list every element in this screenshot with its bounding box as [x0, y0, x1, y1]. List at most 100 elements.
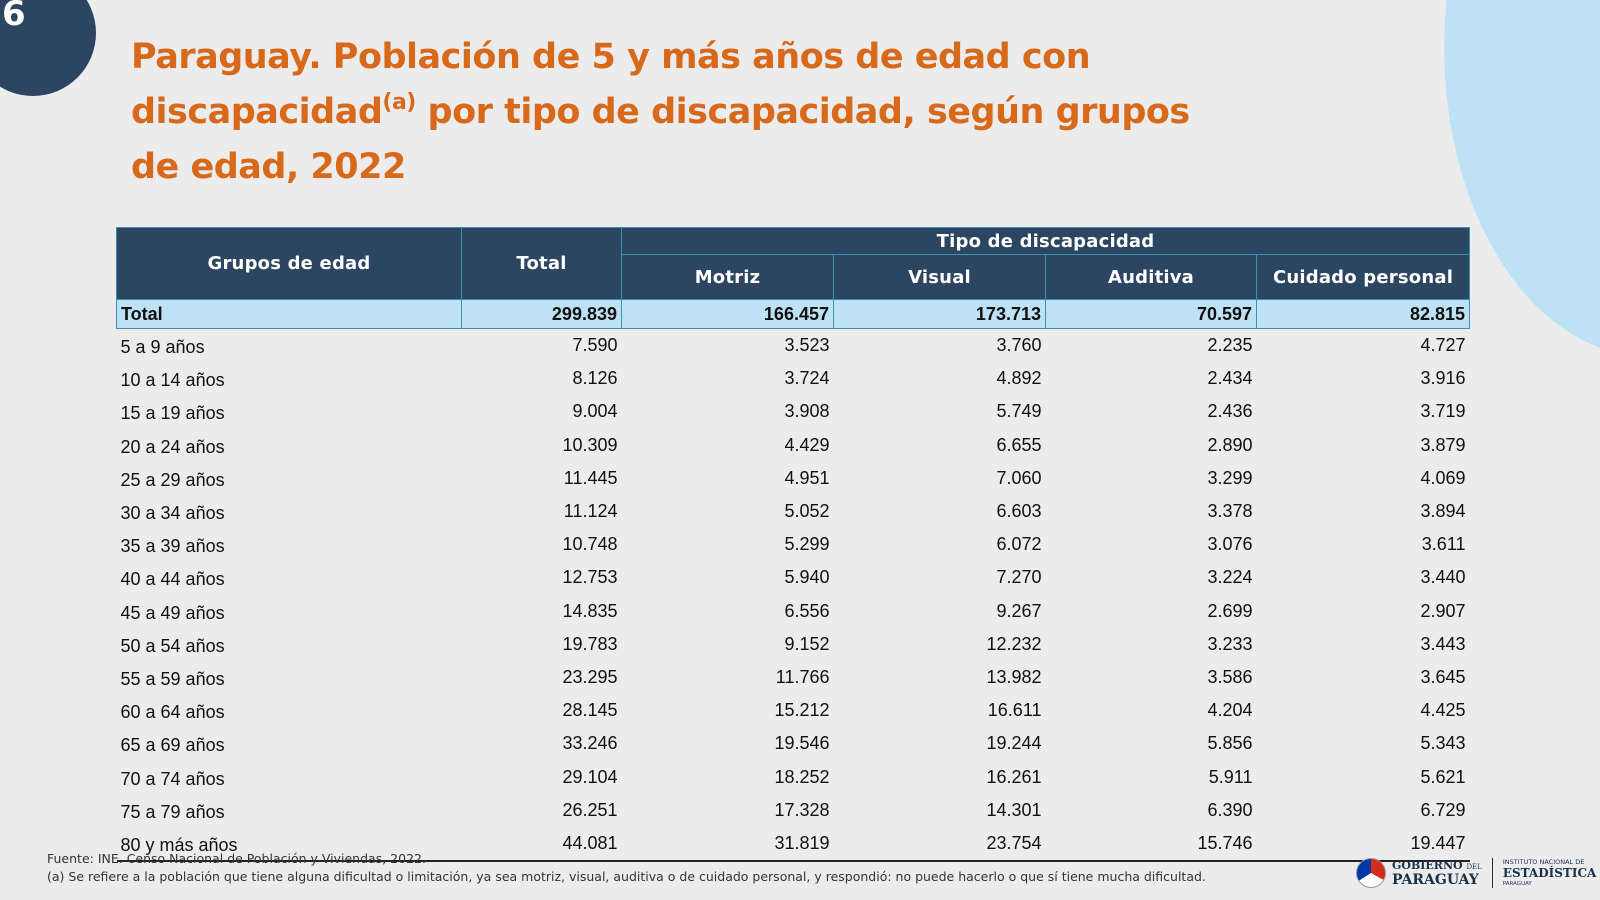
table-cell: 19.783	[562, 633, 618, 654]
table-cell: 3.724	[784, 368, 830, 389]
slide-number: 6	[2, 0, 26, 34]
table-cell: 4.425	[1420, 700, 1466, 721]
table-cell: Total	[116, 299, 462, 329]
table-cell: 5.343	[1420, 733, 1466, 754]
table-cell: 19.546	[774, 733, 830, 754]
table-cell: 20 a 24 años	[120, 436, 225, 457]
logo-divider	[1491, 858, 1493, 888]
table-row: 75 a 79 años 26.251 17.328 14.301 6.390 6.729	[117, 794, 1470, 827]
table-cell: 4.204	[1207, 700, 1253, 721]
table-cell: 7.060	[996, 467, 1042, 488]
table-total-row: Total 299.839 166.457 173.713 70.597 82.…	[116, 299, 1471, 329]
table-cell: 2.235	[1207, 335, 1253, 356]
table-cell: 18.252	[774, 766, 830, 787]
table-cell: 3.586	[1207, 666, 1253, 687]
table-cell: 44.081	[461, 826, 622, 863]
table-cell: 3.224	[1207, 567, 1253, 588]
table-cell: 6.603	[996, 501, 1042, 522]
table-cell: 12.232	[986, 633, 1042, 654]
table-cell: 15.746	[1045, 826, 1257, 863]
header-auditiva: Auditiva	[1045, 254, 1257, 300]
table-cell: 3.611	[1421, 534, 1466, 555]
table-row: 20 a 24 años 10.309 4.429 6.655 2.890 3.879	[117, 429, 1470, 462]
table-cell: 8.126	[572, 368, 618, 389]
header-visual: Visual	[833, 254, 1046, 300]
table-cell: 4.069	[1420, 467, 1466, 488]
table-cell: 3.645	[1420, 666, 1466, 687]
table-cell: 5.052	[784, 501, 830, 522]
table-cell: 10.748	[562, 534, 618, 555]
table-row: 30 a 34 años 11.124 5.052 6.603 3.378 3.894	[117, 495, 1470, 528]
gov-line1: GOBIERNO	[1392, 859, 1463, 872]
table-cell: 23.754	[833, 826, 1046, 863]
table-cell: 33.246	[562, 733, 618, 754]
table-cell: 9.004	[572, 401, 618, 422]
table-cell: 4.951	[784, 467, 830, 488]
table-cell: 9.152	[784, 633, 830, 654]
table-cell: 23.295	[562, 666, 618, 687]
table-cell: 60 a 64 años	[120, 702, 225, 723]
table-cell: 2.434	[1207, 368, 1253, 389]
ine-line3: PARAGUAY	[1502, 880, 1532, 887]
table-cell: 2.890	[1207, 434, 1253, 455]
title-footnote-mark: (a)	[382, 90, 416, 115]
table-cell: 3.760	[996, 335, 1042, 356]
table-row: 15 a 19 años 9.004 3.908 5.749 2.436 3.719	[117, 395, 1470, 428]
table-cell: 3.879	[1420, 434, 1466, 455]
table-row: 25 a 29 años 11.445 4.951 7.060 3.299 4.069	[117, 462, 1470, 495]
logos: GOBIERNO DEL PARAGUAY INSTITUTO NACIONAL…	[1356, 857, 1596, 889]
table-cell: 11.124	[563, 501, 618, 522]
gov-line2: PARAGUAY	[1392, 872, 1479, 888]
table-cell: 6.556	[784, 600, 830, 621]
table-cell: 14.835	[562, 600, 618, 621]
table-cell: 7.590	[572, 335, 618, 356]
table-row: 45 a 49 años 14.835 6.556 9.267 2.699 2.907	[117, 595, 1470, 628]
table-cell: 13.982	[986, 666, 1042, 687]
table-cell: 5.299	[784, 534, 830, 555]
table-cell: 5.911	[1208, 766, 1253, 787]
table-cell: 6.655	[996, 434, 1042, 455]
page-title: Paraguay. Población de 5 y más años de e…	[131, 30, 1231, 195]
table-row: 40 a 44 años 12.753 5.940 7.270 3.224 3.440	[117, 561, 1470, 594]
table-cell: 40 a 44 años	[120, 569, 225, 590]
title-text-2: por tipo de discapacidad, según grupos d…	[131, 92, 1190, 187]
table-cell: 3.523	[784, 335, 830, 356]
slide-number-badge: 6	[0, 0, 96, 96]
table-cell: 30 a 34 años	[120, 503, 225, 524]
table-cell: 26.251	[562, 799, 618, 820]
table-cell: 7.270	[996, 567, 1042, 588]
table-row: 65 a 69 años 33.246 19.546 19.244 5.856 5.343	[117, 727, 1470, 760]
header-cuidado: Cuidado personal	[1255, 254, 1471, 300]
header-total: Total	[461, 227, 622, 300]
table-cell: 82.815	[1255, 299, 1471, 329]
table-cell: 16.261	[986, 766, 1042, 787]
table-cell: 4.892	[996, 368, 1042, 389]
table-cell: 2.699	[1207, 600, 1253, 621]
table-cell: 4.727	[1420, 335, 1466, 356]
table-cell: 3.443	[1420, 633, 1466, 654]
table-cell: 6.072	[996, 534, 1042, 555]
paraguay-seal-icon	[1356, 858, 1386, 888]
table-row: 5 a 9 años 7.590 3.523 3.760 2.235 4.727	[117, 329, 1470, 363]
table-cell: 25 a 29 años	[120, 469, 225, 490]
table-cell: 70.597	[1045, 299, 1257, 329]
table-cell: 6.729	[1420, 799, 1466, 820]
table-cell: 10 a 14 años	[120, 370, 225, 391]
footer: Fuente: INE. Censo Nacional de Población…	[47, 850, 1206, 886]
table-cell: 65 a 69 años	[120, 735, 225, 756]
table-cell: 11.445	[563, 467, 618, 488]
table-cell: 70 a 74 años	[120, 768, 225, 789]
table-cell: 3.299	[1207, 467, 1253, 488]
table-row: 10 a 14 años 8.126 3.724 4.892 2.434 3.916	[117, 362, 1470, 395]
table-cell: 3.378	[1207, 501, 1253, 522]
header-tipo: Tipo de discapacidad	[620, 227, 1471, 255]
table-cell: 12.753	[562, 567, 618, 588]
table-cell: 3.894	[1420, 501, 1466, 522]
table-cell: 31.819	[621, 826, 834, 863]
table-cell: 80 y más años	[116, 826, 462, 863]
table-cell: 17.328	[774, 799, 830, 820]
table-cell: 5.749	[996, 401, 1042, 422]
table-cell: 166.457	[621, 299, 834, 329]
gov-del: DEL	[1466, 863, 1482, 871]
ine-logo: INSTITUTO NACIONAL DE ESTADÍSTICA PARAGU…	[1503, 857, 1597, 890]
